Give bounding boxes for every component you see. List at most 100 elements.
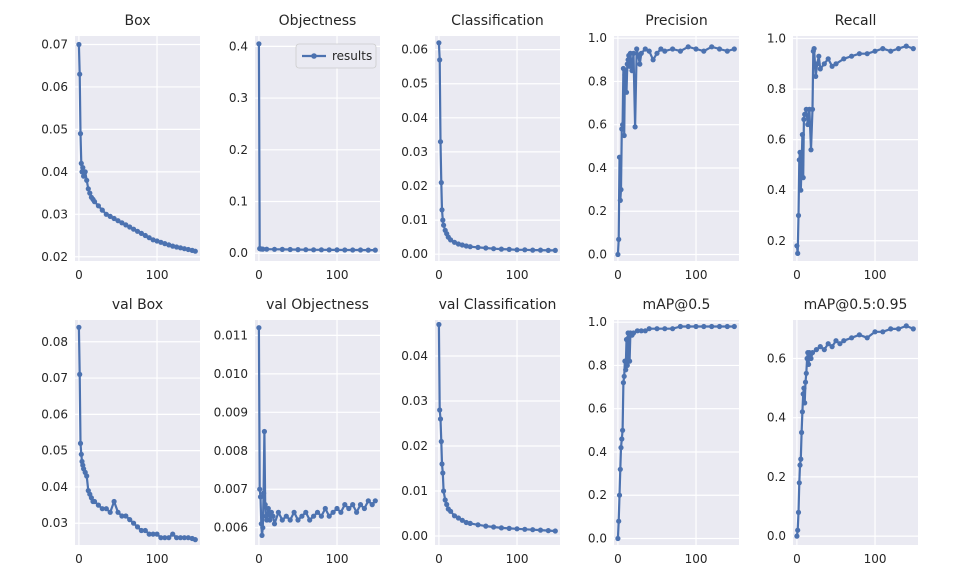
panel-recall-data-point <box>895 46 902 52</box>
panel-classification-data-point <box>441 222 447 228</box>
panel-objectness-legend-box <box>295 43 377 69</box>
panel-precision-y-tick-label: 0.4 <box>588 161 607 175</box>
panel-map-0-5-data-point <box>642 328 648 334</box>
panel-box-plot-area <box>75 36 200 261</box>
panel-val-classification: 0 100 0.00 0.01 0.02 0.03 0.04 val Classificati… <box>401 297 560 566</box>
panel-classification-data-point <box>438 180 444 186</box>
panel-recall-data-point <box>864 51 870 57</box>
panel-box-data-point <box>78 160 84 166</box>
panel-map-0-5-0-95-data-point <box>864 335 870 341</box>
panel-map-0-5-title: mAP@0.5 <box>643 297 711 313</box>
panel-classification-data-point <box>459 242 465 248</box>
panel-map-0-5-0-95-y-tick-label: 0.0 <box>767 529 786 543</box>
panel-val-classification-data-point <box>467 520 473 527</box>
panel-val-box-data-point <box>154 531 160 537</box>
panel-val-box-data-point <box>158 535 164 541</box>
panel-objectness-x-tick-label: 0 <box>255 268 263 282</box>
panel-map-0-5-0-95-x-tick-label: 0 <box>793 552 801 566</box>
panel-precision-data-point <box>638 50 644 56</box>
panel-precision: 0 100 0.0 0.2 0.4 0.6 0.8 1.0 Precision <box>588 13 739 282</box>
panel-precision-data-point <box>650 57 656 63</box>
panel-precision-y-tick-label: 0.0 <box>588 248 607 262</box>
panel-map-0-5-plot-area <box>614 320 739 545</box>
panel-map-0-5-data-point <box>677 323 684 330</box>
panel-map-0-5-0-95-data-point <box>809 350 816 356</box>
panel-classification-data-point <box>436 40 442 46</box>
panel-objectness-data-point <box>318 247 324 253</box>
panel-val-box-y-tick-label: 0.07 <box>41 371 68 385</box>
panel-val-classification-title: val Classification <box>439 297 557 313</box>
panel-map-0-5-0-95: 0 100 0.0 0.2 0.4 0.6 mAP@0.5:0.95 <box>767 297 918 566</box>
panel-val-classification-data-point <box>522 526 528 532</box>
panel-map-0-5-data-point <box>724 323 730 330</box>
panel-val-box-data-point <box>123 513 129 519</box>
panel-recall-y-tick-label: 0.8 <box>767 82 786 96</box>
panel-box-data-point <box>154 238 160 244</box>
panel-map-0-5-data-point <box>616 492 623 498</box>
panel-precision-data-point <box>619 126 625 132</box>
panel-precision-title: Precision <box>645 13 707 29</box>
panel-objectness-y-tick-label: 0.2 <box>229 143 248 157</box>
panel-box-data-point <box>81 173 87 179</box>
panel-classification-y-tick-label: 0.02 <box>401 179 428 193</box>
panel-val-objectness-title: val Objectness <box>266 297 369 313</box>
panel-map-0-5-0-95-data-point <box>803 370 809 376</box>
panel-recall-data-point <box>796 157 802 163</box>
panel-classification-data-point <box>537 247 544 253</box>
panel-val-classification-data-point <box>455 515 461 521</box>
panel-precision-data-point <box>623 68 629 74</box>
panel-val-objectness-data-point <box>279 517 285 523</box>
panel-val-box-data-point <box>192 537 198 543</box>
panel-recall-data-point <box>910 46 916 52</box>
panel-box-y-tick-label: 0.06 <box>41 80 68 94</box>
panel-map-0-5-data-point <box>654 326 660 332</box>
panel-classification-y-tick-label: 0.00 <box>401 247 428 261</box>
panel-val-classification-data-point <box>552 528 558 534</box>
panel-precision-data-point <box>724 48 730 54</box>
panel-map-0-5-data-point <box>670 326 676 332</box>
panel-val-objectness-data-point <box>338 509 344 515</box>
panel-val-box-y-tick-label: 0.05 <box>41 444 68 458</box>
panel-recall-data-point <box>811 46 817 52</box>
panel-val-objectness-data-point <box>330 509 336 515</box>
panel-objectness-data-point <box>357 247 364 253</box>
panel-map-0-5-y-tick-label: 0.2 <box>588 488 607 502</box>
panel-map-0-5-0-95-data-point <box>808 355 814 362</box>
panel-map-0-5-0-95-data-point <box>800 391 806 397</box>
panel-val-box-data-point <box>181 535 187 541</box>
panel-classification-data-point <box>455 241 461 247</box>
panel-val-box-data-point <box>174 535 180 541</box>
panel-recall-data-point <box>795 250 801 256</box>
panel-val-box-y-tick-label: 0.04 <box>41 480 68 494</box>
panel-objectness-y-tick-label: 0.4 <box>229 39 248 53</box>
panel-val-box-data-point <box>78 451 84 457</box>
panel-classification-y-tick-label: 0.03 <box>401 145 428 159</box>
panel-map-0-5-data-point <box>716 323 723 330</box>
panel-box-data-point <box>177 245 184 251</box>
panel-recall-data-point <box>856 51 863 57</box>
panel-val-box-data-point <box>91 498 98 505</box>
panel-objectness-data-point <box>295 247 301 253</box>
panel-recall-data-point <box>817 66 823 72</box>
panel-map-0-5-data-point <box>646 326 652 332</box>
panel-val-box-data-point <box>111 498 117 505</box>
panel-objectness-y-tick-label: 0.1 <box>229 195 248 209</box>
panel-box-data-point <box>82 169 88 175</box>
panel-val-objectness-data-point <box>365 498 371 504</box>
panel-objectness-data-point <box>334 247 340 253</box>
panel-map-0-5-0-95-data-point <box>841 338 847 344</box>
panel-precision-data-point <box>634 46 640 52</box>
panel-val-box-data-point <box>131 520 137 526</box>
panel-val-classification-y-tick-label: 0.04 <box>401 349 428 363</box>
panel-val-objectness-data-point <box>259 532 265 539</box>
panel-map-0-5-0-95-data-point <box>799 429 805 436</box>
panel-classification-y-tick-label: 0.05 <box>401 77 428 91</box>
panel-val-classification-y-tick-label: 0.02 <box>401 439 428 453</box>
panel-box-data-point <box>95 203 101 209</box>
panel-classification-title: Classification <box>451 13 544 29</box>
panel-val-box-data-point <box>95 502 101 508</box>
panel-precision-data-point <box>630 50 637 56</box>
panel-objectness-data-point <box>264 246 270 252</box>
panel-classification-data-point <box>467 244 473 250</box>
panel-val-objectness-data-point <box>357 502 364 508</box>
